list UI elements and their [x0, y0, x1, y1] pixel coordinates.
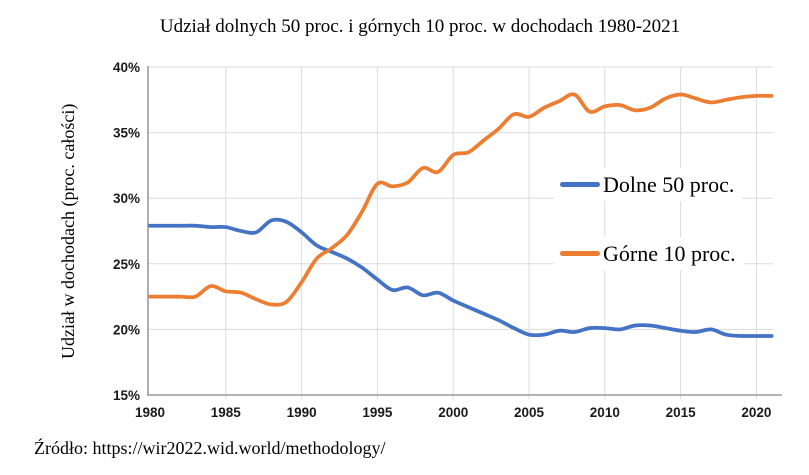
legend-line-swatch-orange: [560, 251, 600, 256]
svg-text:25%: 25%: [113, 257, 140, 272]
svg-text:2005: 2005: [514, 405, 545, 420]
legend-label-top10: Górne 10 proc.: [603, 241, 736, 266]
svg-text:2015: 2015: [666, 405, 697, 420]
svg-text:2020: 2020: [741, 405, 771, 420]
legend-item-top10: Górne 10 proc.: [554, 237, 744, 270]
legend-label-bottom50: Dolne 50 proc.: [603, 172, 735, 197]
svg-text:1990: 1990: [287, 405, 317, 420]
svg-text:1995: 1995: [362, 405, 393, 420]
svg-text:1980: 1980: [135, 405, 165, 420]
svg-text:2000: 2000: [438, 405, 468, 420]
svg-text:35%: 35%: [113, 126, 140, 141]
svg-text:30%: 30%: [113, 191, 140, 206]
svg-text:2010: 2010: [590, 405, 620, 420]
svg-text:20%: 20%: [113, 322, 140, 337]
legend-item-bottom50: Dolne 50 proc.: [554, 168, 743, 201]
chart-title: Udział dolnych 50 proc. i górnych 10 pro…: [159, 16, 681, 37]
svg-text:40%: 40%: [113, 60, 140, 75]
svg-text:1985: 1985: [211, 405, 242, 420]
legend-line-swatch-blue: [560, 182, 600, 187]
source-note: Źródło: https://wir2022.wid.world/method…: [34, 438, 386, 458]
svg-text:15%: 15%: [113, 388, 140, 403]
